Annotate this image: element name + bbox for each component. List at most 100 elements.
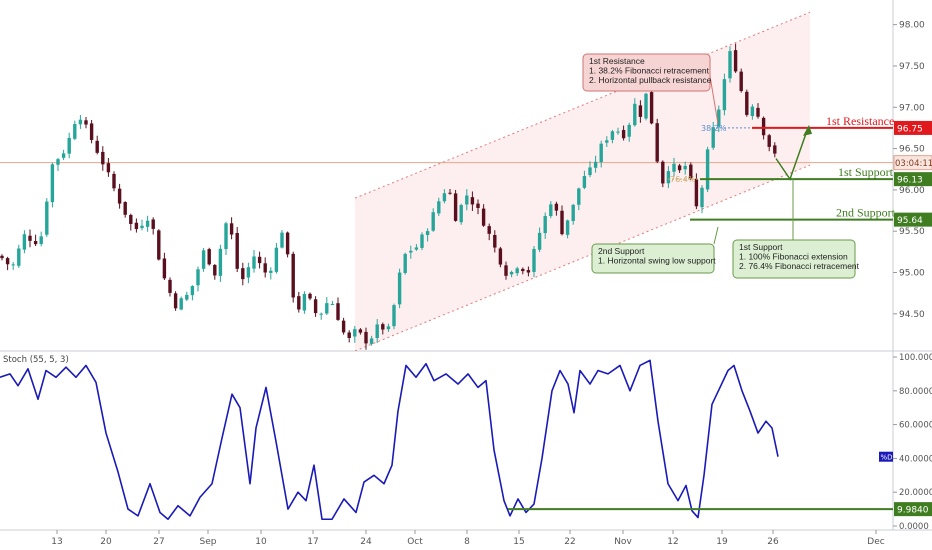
- candle: [28, 229, 32, 248]
- candle-body: [134, 222, 139, 230]
- candle-body: [375, 324, 379, 339]
- candle: [168, 277, 172, 297]
- candle: [739, 68, 743, 93]
- candle-body: [84, 120, 88, 125]
- candle-body: [666, 171, 671, 184]
- stochastic-title[interactable]: Stoch (55, 5, 3): [3, 355, 69, 365]
- candle: [689, 162, 693, 180]
- candle: [17, 244, 21, 268]
- candle: [756, 103, 760, 119]
- candle-body: [269, 270, 273, 273]
- candle: [95, 135, 99, 155]
- candle: [22, 230, 27, 254]
- candle-body: [241, 268, 245, 280]
- fibonacci-markers: 38.2% 76.4%: [668, 124, 752, 184]
- candle: [224, 221, 228, 256]
- candle-body: [409, 250, 413, 253]
- candle-body: [504, 265, 508, 276]
- candle-body: [123, 202, 127, 215]
- candle: [605, 136, 609, 147]
- candle: [403, 252, 407, 275]
- candle-body: [767, 135, 771, 147]
- candle: [129, 213, 133, 231]
- annotation-line: 1. Horizontal swing low support: [598, 256, 716, 266]
- candle: [705, 146, 710, 193]
- candle: [11, 261, 15, 270]
- candle-body: [683, 165, 687, 170]
- candle: [543, 212, 547, 239]
- level-tag-text-1: 96.75: [897, 124, 923, 134]
- candle: [560, 205, 564, 236]
- candle-body: [106, 163, 111, 173]
- price-tick-label: 96.00: [899, 186, 925, 196]
- level-label-1: 1st Resistance: [826, 114, 894, 128]
- candle: [728, 46, 732, 83]
- candle-body: [582, 176, 587, 188]
- candle-body: [705, 149, 710, 190]
- candle-body: [745, 91, 749, 115]
- candle-body: [392, 305, 396, 327]
- candle: [319, 312, 323, 320]
- annotation-leader-2: [713, 226, 719, 245]
- candle: [442, 189, 447, 204]
- candle-body: [302, 294, 307, 311]
- candle: [392, 303, 396, 330]
- candle: [633, 98, 637, 127]
- candle-body: [498, 248, 503, 265]
- candle: [711, 121, 715, 150]
- candle: [302, 291, 307, 314]
- channel-upper-line: [354, 11, 811, 199]
- time-tick-label: 24: [360, 537, 372, 547]
- candle: [448, 189, 452, 195]
- candle: [213, 264, 217, 280]
- level-tag-text-2: 96.13: [897, 176, 923, 186]
- candle-body: [420, 234, 424, 248]
- candle-body: [246, 267, 251, 278]
- price-tick-label: 94.50: [899, 310, 925, 320]
- fib-764-label: 76.4%: [670, 175, 696, 184]
- candle-body: [257, 256, 262, 264]
- candle-body: [196, 269, 200, 286]
- candle-body: [33, 241, 38, 245]
- annotation-line: 2nd Support: [598, 246, 645, 256]
- candle-body: [655, 123, 659, 162]
- candle: [325, 297, 329, 315]
- candle-body: [739, 71, 743, 91]
- candle-body: [509, 271, 514, 275]
- candle-body: [571, 204, 575, 221]
- candle: [616, 127, 620, 135]
- candle: [677, 163, 682, 173]
- time-tick-label: 27: [153, 537, 164, 547]
- candle: [369, 335, 374, 346]
- candle: [56, 157, 60, 171]
- candle-body: [425, 231, 430, 236]
- candle: [588, 161, 592, 178]
- candle: [185, 291, 189, 302]
- candle-body: [448, 192, 452, 194]
- candle: [493, 230, 497, 253]
- candle: [750, 104, 755, 120]
- candle-body: [56, 159, 60, 165]
- candle-body: [750, 106, 755, 117]
- candle-body: [543, 216, 547, 234]
- candle: [504, 261, 508, 280]
- candle-body: [95, 140, 99, 153]
- candle: [722, 73, 727, 116]
- candle-body: [717, 109, 721, 127]
- stoch-series-tag-text: %D: [881, 454, 893, 462]
- candle-body: [470, 197, 475, 205]
- price-tick-label: 98.00: [899, 21, 925, 31]
- candle-body: [347, 332, 351, 338]
- candle: [263, 257, 267, 278]
- time-tick-label: Oct: [407, 537, 423, 547]
- annotation-box-1: [582, 53, 711, 92]
- candle: [437, 197, 441, 216]
- candle-body: [689, 164, 693, 179]
- candle-body: [442, 193, 447, 202]
- time-tick-label: 13: [51, 537, 62, 547]
- candle: [700, 185, 704, 214]
- candle-body: [162, 258, 167, 279]
- candle-body: [297, 296, 301, 310]
- candle-body: [229, 223, 234, 235]
